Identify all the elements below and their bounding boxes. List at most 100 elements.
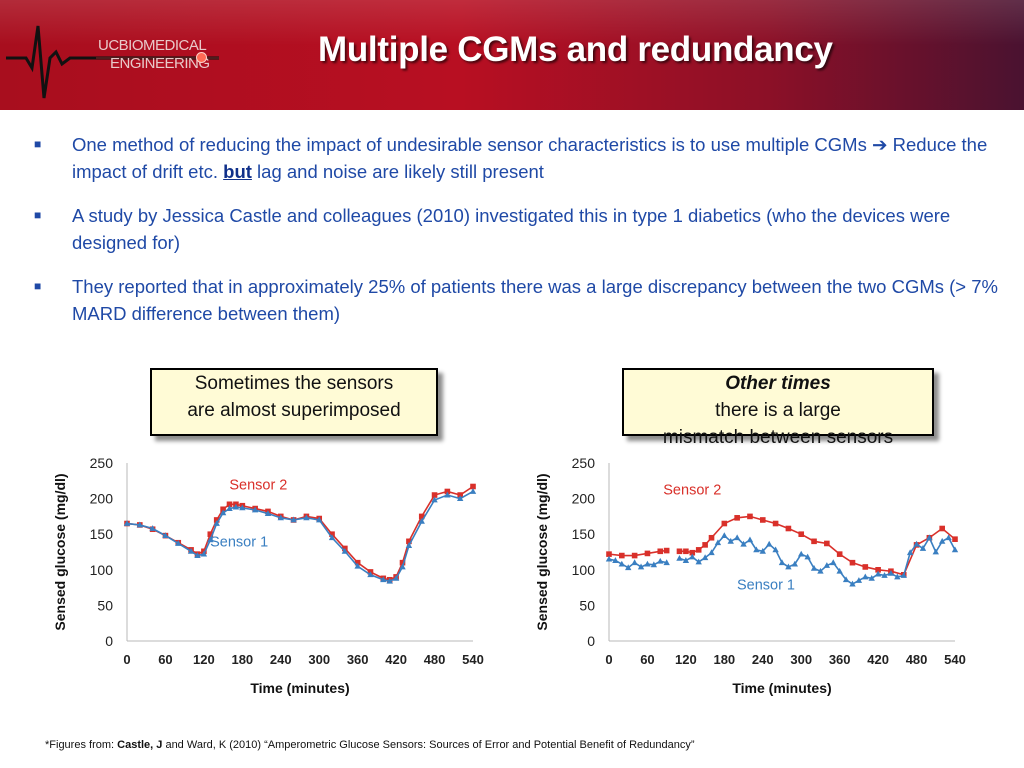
x-tick-label: 420: [867, 652, 889, 667]
chart-superimposed: 0 50 100 150 200 250 0 60 120 180 240 300 360 420 480 5…: [52, 455, 484, 696]
data-point: [328, 534, 336, 541]
logo-text-line2: ENGINEERING: [110, 55, 210, 72]
x-tick-label: 60: [640, 652, 654, 667]
x-tick-label: 480: [424, 652, 446, 667]
data-point: [862, 564, 869, 570]
data-point: [734, 515, 740, 521]
data-point: [631, 552, 638, 559]
data-point: [303, 514, 310, 521]
series-line: [679, 515, 956, 576]
logo-text-line1: UCBIOMEDICAL: [98, 37, 207, 54]
bullet-text: One method of reducing the impact of und…: [72, 134, 872, 155]
data-point: [772, 520, 779, 527]
data-point: [444, 488, 451, 495]
x-tick-label: 180: [713, 652, 735, 667]
bullet-text: lag and noise are likely still present: [251, 161, 544, 182]
data-point: [682, 557, 690, 563]
data-point: [746, 536, 754, 543]
slide-title: Multiple CGMs and redundancy: [318, 30, 833, 69]
bullet-square-icon: ■: [34, 208, 42, 222]
callout-line: mismatch between sensors: [662, 427, 894, 448]
bullet-item: ■ One method of reducing the impact of u…: [34, 131, 1019, 185]
data-point: [874, 570, 882, 577]
data-point: [380, 576, 387, 583]
data-point: [194, 552, 201, 558]
callout-text: there is a large: [715, 400, 841, 421]
data-point: [689, 553, 696, 560]
x-tick-label: 120: [675, 652, 697, 667]
x-tick-label: 540: [944, 652, 966, 667]
data-point: [207, 531, 214, 537]
data-point: [469, 488, 477, 494]
data-point: [123, 520, 131, 526]
y-tick-label: 0: [105, 633, 113, 649]
data-point: [264, 510, 272, 516]
data-point: [213, 520, 220, 526]
footnote-prefix: *Figures from:: [45, 739, 118, 751]
data-point: [367, 571, 374, 578]
data-point: [753, 546, 760, 553]
data-point: [778, 559, 786, 566]
x-tick-label: 0: [123, 652, 130, 667]
logo-dot: [196, 52, 207, 63]
y-tick-label: 100: [90, 562, 114, 578]
data-point: [637, 563, 645, 570]
data-point: [136, 521, 144, 528]
x-tick-label: 240: [752, 652, 774, 667]
data-point: [612, 557, 619, 563]
series-label: Sensor 1: [210, 534, 268, 550]
data-point: [644, 550, 651, 557]
series-line: [126, 485, 474, 581]
y-tick-label: 250: [572, 455, 596, 471]
x-tick-label: 420: [385, 652, 407, 667]
data-point: [619, 552, 625, 559]
data-point: [708, 549, 715, 556]
x-axis-title: Time (minutes): [732, 680, 831, 696]
x-tick-label: 540: [462, 652, 484, 667]
y-axis-title: Sensed glucose (mg/dl): [52, 473, 68, 630]
data-point: [721, 520, 728, 527]
bullet-item: ■ A study by Jessica Castle and colleagu…: [34, 202, 1019, 256]
data-point: [149, 525, 156, 531]
data-point: [759, 517, 766, 523]
series-sensor-1: [123, 488, 477, 584]
series-line: [608, 558, 667, 569]
bullet-item: ■ They reported that in approximately 25…: [34, 273, 1019, 327]
data-point: [606, 551, 612, 557]
y-tick-label: 50: [97, 597, 113, 613]
data-point: [657, 557, 664, 564]
arrow-right-icon: ➔: [871, 134, 888, 155]
data-point: [881, 572, 888, 578]
data-point: [952, 536, 958, 542]
data-point: [354, 559, 361, 566]
emphasis-but: but: [223, 161, 252, 182]
data-point: [951, 546, 959, 553]
data-point: [836, 567, 843, 574]
data-point: [618, 560, 626, 567]
series-label: Sensor 2: [663, 482, 721, 498]
data-point: [868, 574, 875, 581]
y-tick-label: 0: [587, 633, 595, 649]
x-tick-label: 180: [231, 652, 253, 667]
data-point: [175, 540, 182, 546]
data-point: [785, 525, 792, 532]
data-point: [444, 491, 451, 498]
header-shine: [0, 0, 1024, 45]
y-tick-label: 100: [572, 562, 596, 578]
data-point: [811, 538, 817, 545]
data-point: [290, 516, 297, 523]
data-point: [695, 558, 702, 565]
data-point: [919, 545, 927, 551]
callout-mismatch: Other times there is a large mismatch be…: [622, 368, 934, 448]
x-tick-label: 300: [308, 652, 330, 667]
data-point: [689, 549, 696, 556]
data-point: [938, 537, 946, 544]
data-point: [470, 483, 476, 490]
data-point: [733, 534, 741, 541]
data-point: [605, 555, 613, 562]
data-point: [702, 542, 708, 548]
slide-header: UCBIOMEDICAL ENGINEERING Multiple CGMs a…: [0, 0, 1024, 110]
data-point: [226, 501, 233, 508]
data-point: [219, 509, 227, 516]
data-point: [316, 516, 323, 523]
